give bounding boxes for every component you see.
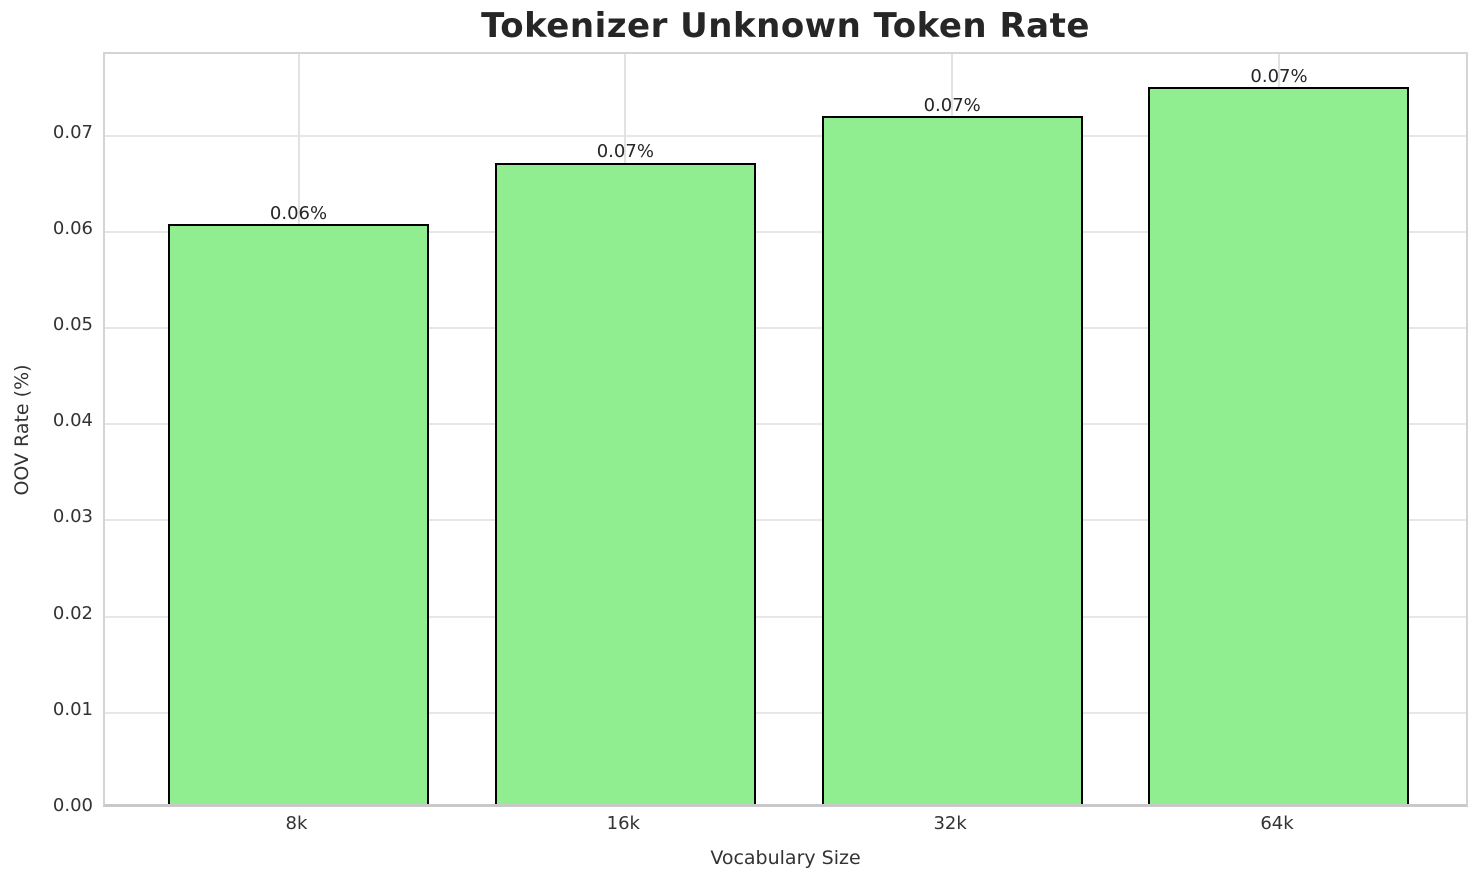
bar-value-label: 0.06% xyxy=(269,203,328,225)
y-tick-label: 0.00 xyxy=(52,795,93,816)
chart-title: Tokenizer Unknown Token Rate xyxy=(481,6,1090,46)
x-tick-label: 64k xyxy=(1260,813,1294,834)
bar-value-label: 0.07% xyxy=(596,141,654,163)
y-gridline xyxy=(105,327,1466,330)
y-tick-label: 0.02 xyxy=(52,602,93,624)
y-gridline xyxy=(105,615,1466,618)
plot-area: 0.06% 0.07% 0.07% 0.07% xyxy=(103,52,1468,807)
bar-16k xyxy=(494,162,756,804)
y-tick-label: 0.07 xyxy=(52,121,93,143)
x-tick-label: 16k xyxy=(606,813,640,834)
y-tick-label: 0.05 xyxy=(52,314,93,336)
y-gridline xyxy=(105,711,1466,714)
bar-32k xyxy=(821,116,1083,804)
y-gridline xyxy=(105,519,1466,522)
y-gridline xyxy=(105,134,1466,137)
bar-8k xyxy=(168,224,429,804)
x-axis-label: Vocabulary Size xyxy=(710,847,861,869)
x-tick-label: 8k xyxy=(285,813,308,834)
y-tick-label: 0.04 xyxy=(52,410,93,432)
bar-value-label: 0.07% xyxy=(1250,65,1308,87)
y-gridline xyxy=(105,423,1466,426)
bar-value-label: 0.07% xyxy=(923,95,981,117)
y-gridline xyxy=(105,230,1466,233)
x-tick-label: 32k xyxy=(933,813,967,834)
y-tick-label: 0.01 xyxy=(52,698,93,720)
y-tick-label: 0.06 xyxy=(52,217,93,239)
y-tick-label: 0.03 xyxy=(52,506,93,528)
bar-64k xyxy=(1148,86,1410,804)
